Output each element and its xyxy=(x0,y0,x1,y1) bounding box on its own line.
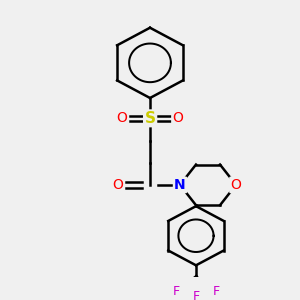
Text: O: O xyxy=(117,111,128,125)
Text: O: O xyxy=(231,178,242,192)
Text: F: F xyxy=(212,285,220,298)
Text: F: F xyxy=(172,285,180,298)
Text: N: N xyxy=(174,178,186,192)
Text: S: S xyxy=(145,111,155,126)
Text: O: O xyxy=(112,178,123,192)
Text: O: O xyxy=(172,111,183,125)
Text: F: F xyxy=(192,290,200,300)
